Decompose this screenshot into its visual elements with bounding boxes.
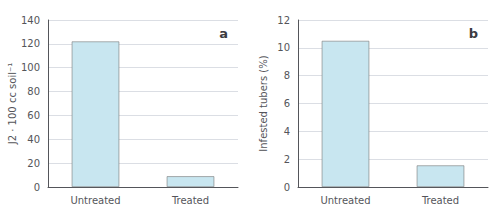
- svg-text:2: 2: [284, 154, 290, 165]
- svg-text:20: 20: [27, 158, 40, 169]
- svg-text:0: 0: [284, 182, 290, 193]
- svg-text:4: 4: [284, 126, 290, 137]
- svg-text:Infested tubers (%): Infested tubers (%): [258, 55, 269, 151]
- svg-text:b: b: [469, 26, 478, 41]
- svg-text:12: 12: [277, 15, 290, 26]
- svg-text:a: a: [219, 26, 228, 41]
- svg-text:6: 6: [284, 98, 290, 109]
- svg-text:J2 · 100 cc soil⁻¹: J2 · 100 cc soil⁻¹: [7, 63, 18, 145]
- svg-text:120: 120: [21, 38, 40, 49]
- svg-text:8: 8: [284, 70, 290, 81]
- svg-text:40: 40: [27, 134, 40, 145]
- svg-text:140: 140: [21, 15, 40, 26]
- svg-text:Untreated: Untreated: [320, 195, 370, 206]
- svg-text:0: 0: [34, 182, 40, 193]
- svg-text:Treated: Treated: [171, 195, 209, 206]
- svg-text:60: 60: [27, 110, 40, 121]
- svg-text:80: 80: [27, 86, 40, 97]
- svg-text:10: 10: [277, 42, 290, 53]
- svg-text:Treated: Treated: [421, 195, 459, 206]
- svg-text:Untreated: Untreated: [70, 195, 120, 206]
- svg-text:100: 100: [21, 62, 40, 73]
